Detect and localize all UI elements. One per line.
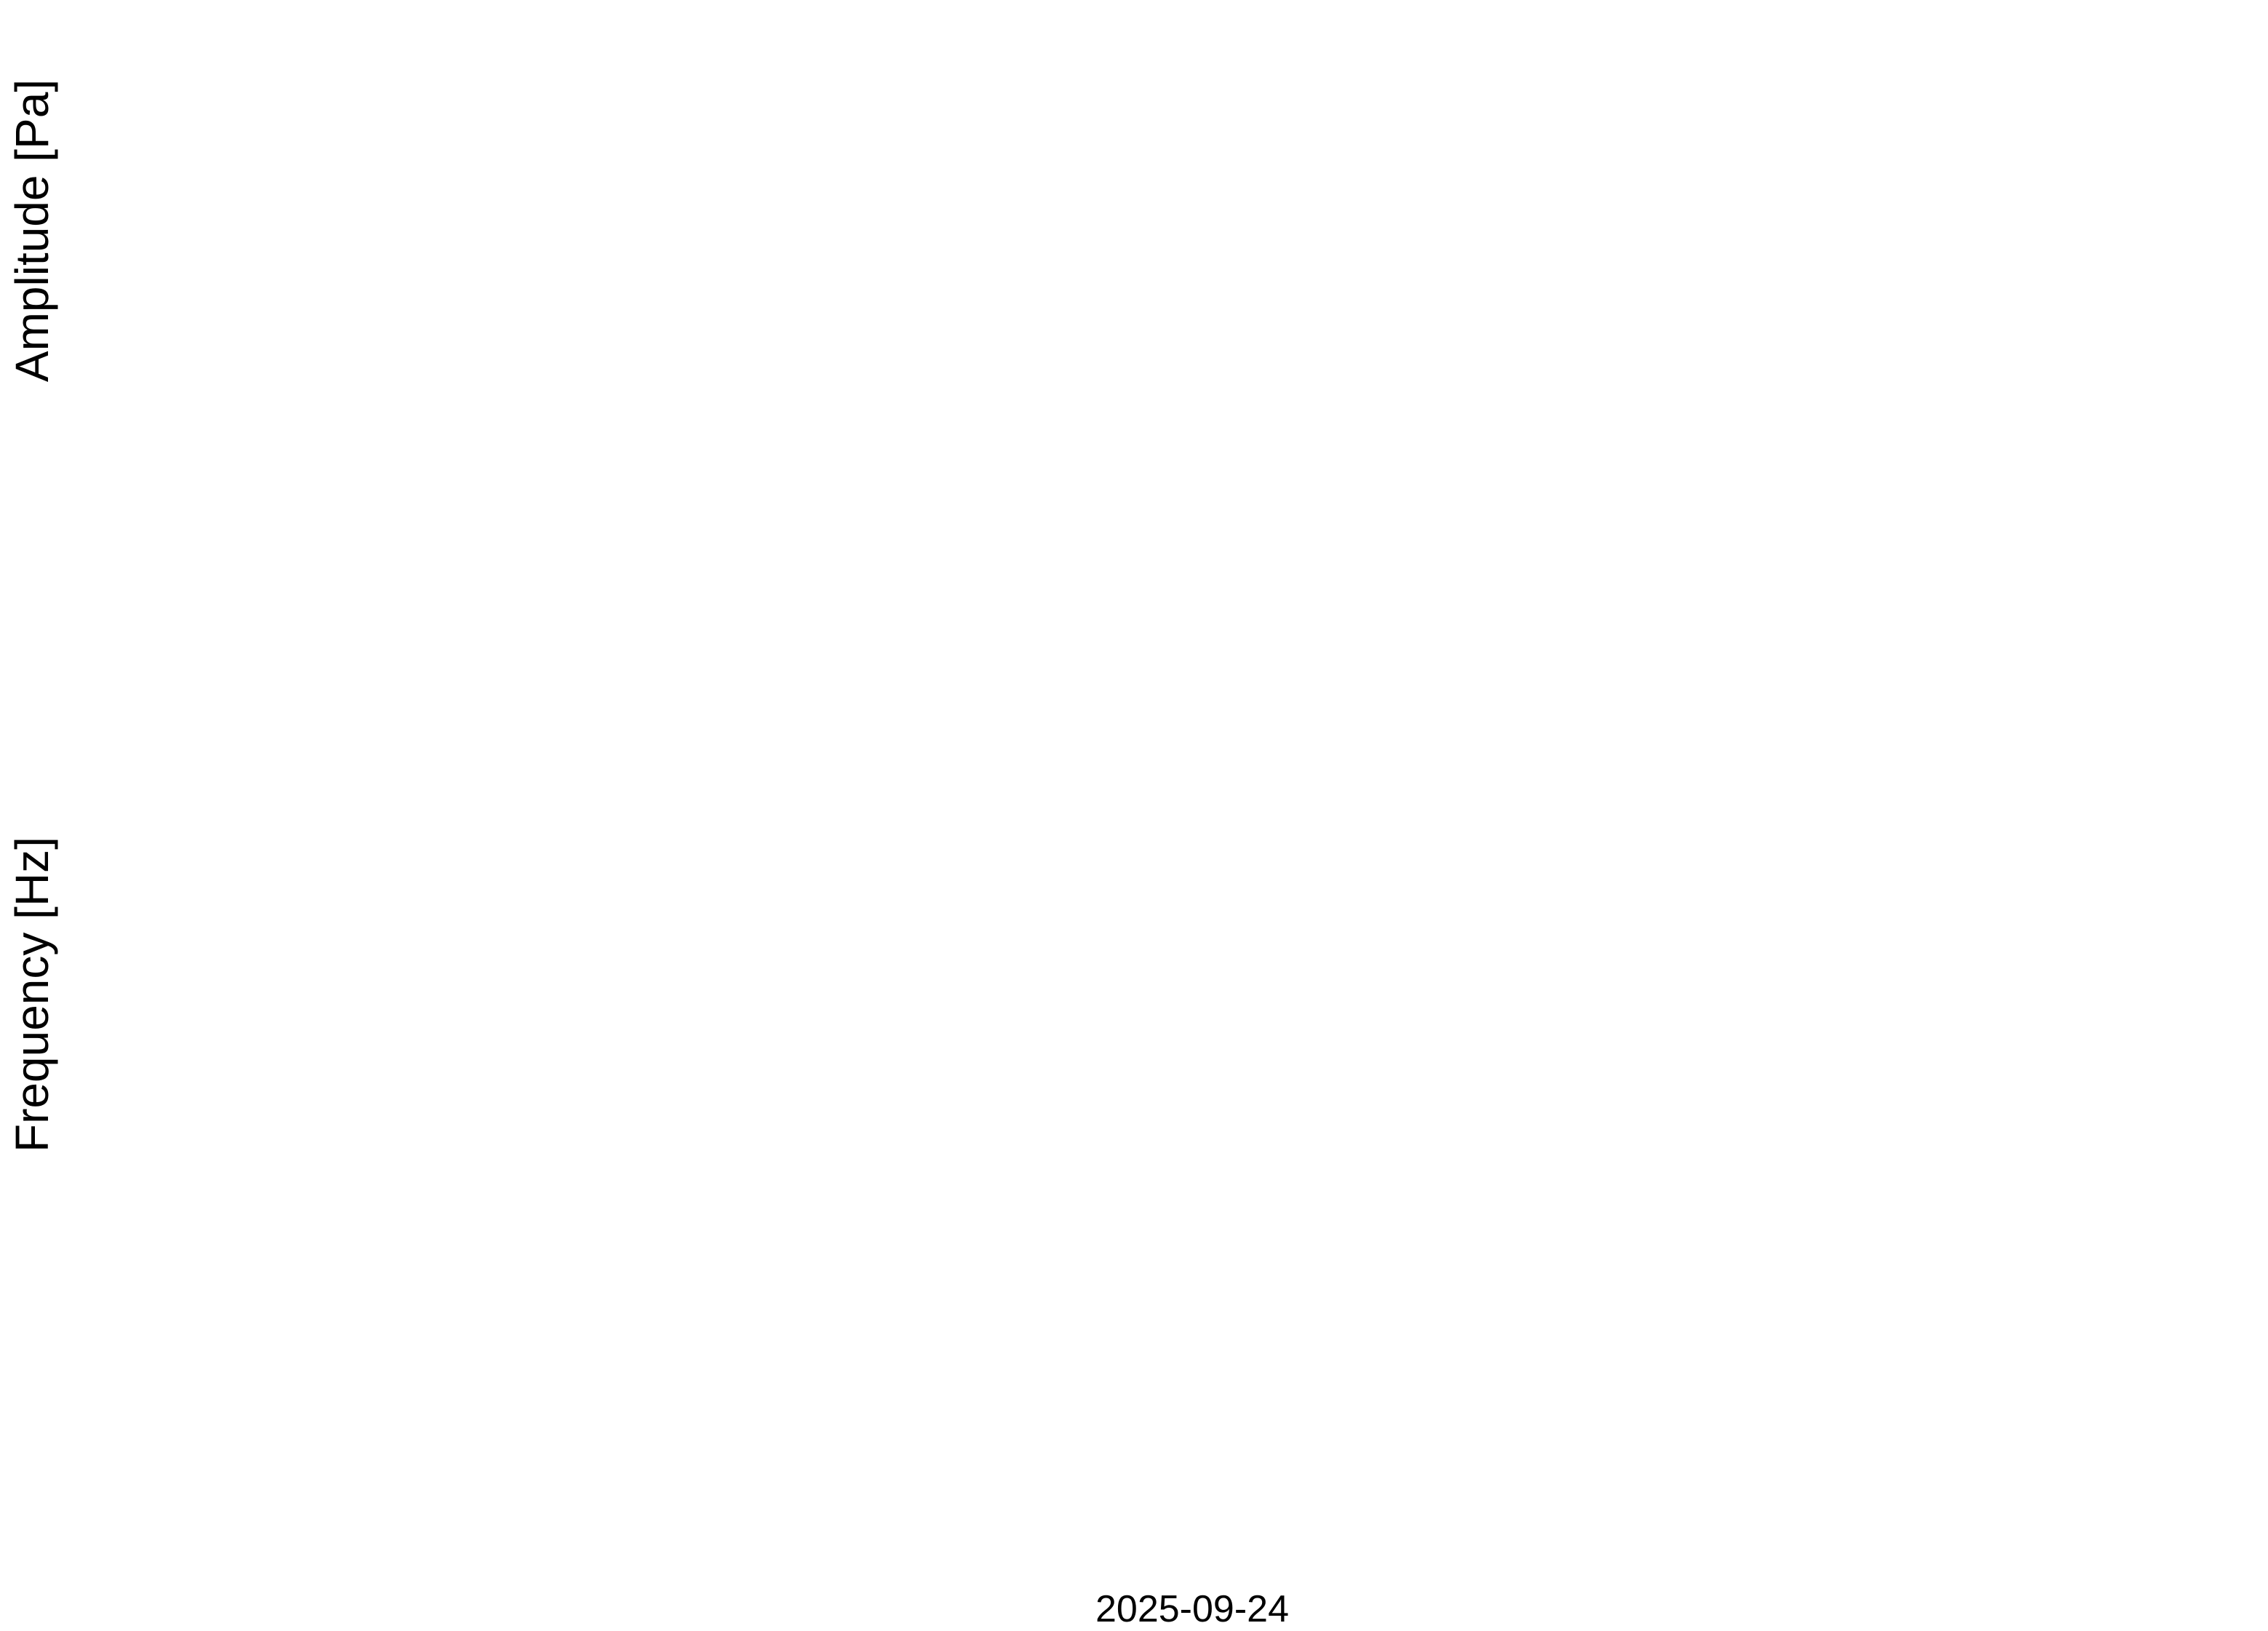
frequency-axis-title: Frequency [Hz]	[6, 837, 58, 1152]
spectrogram-canvas	[162, 471, 2222, 1519]
amplitude-axis-title: Amplitude [Pa]	[6, 79, 58, 383]
waveform-trace-canvas	[162, 16, 2222, 445]
date-label: 2025-09-24	[1095, 1588, 1289, 1630]
